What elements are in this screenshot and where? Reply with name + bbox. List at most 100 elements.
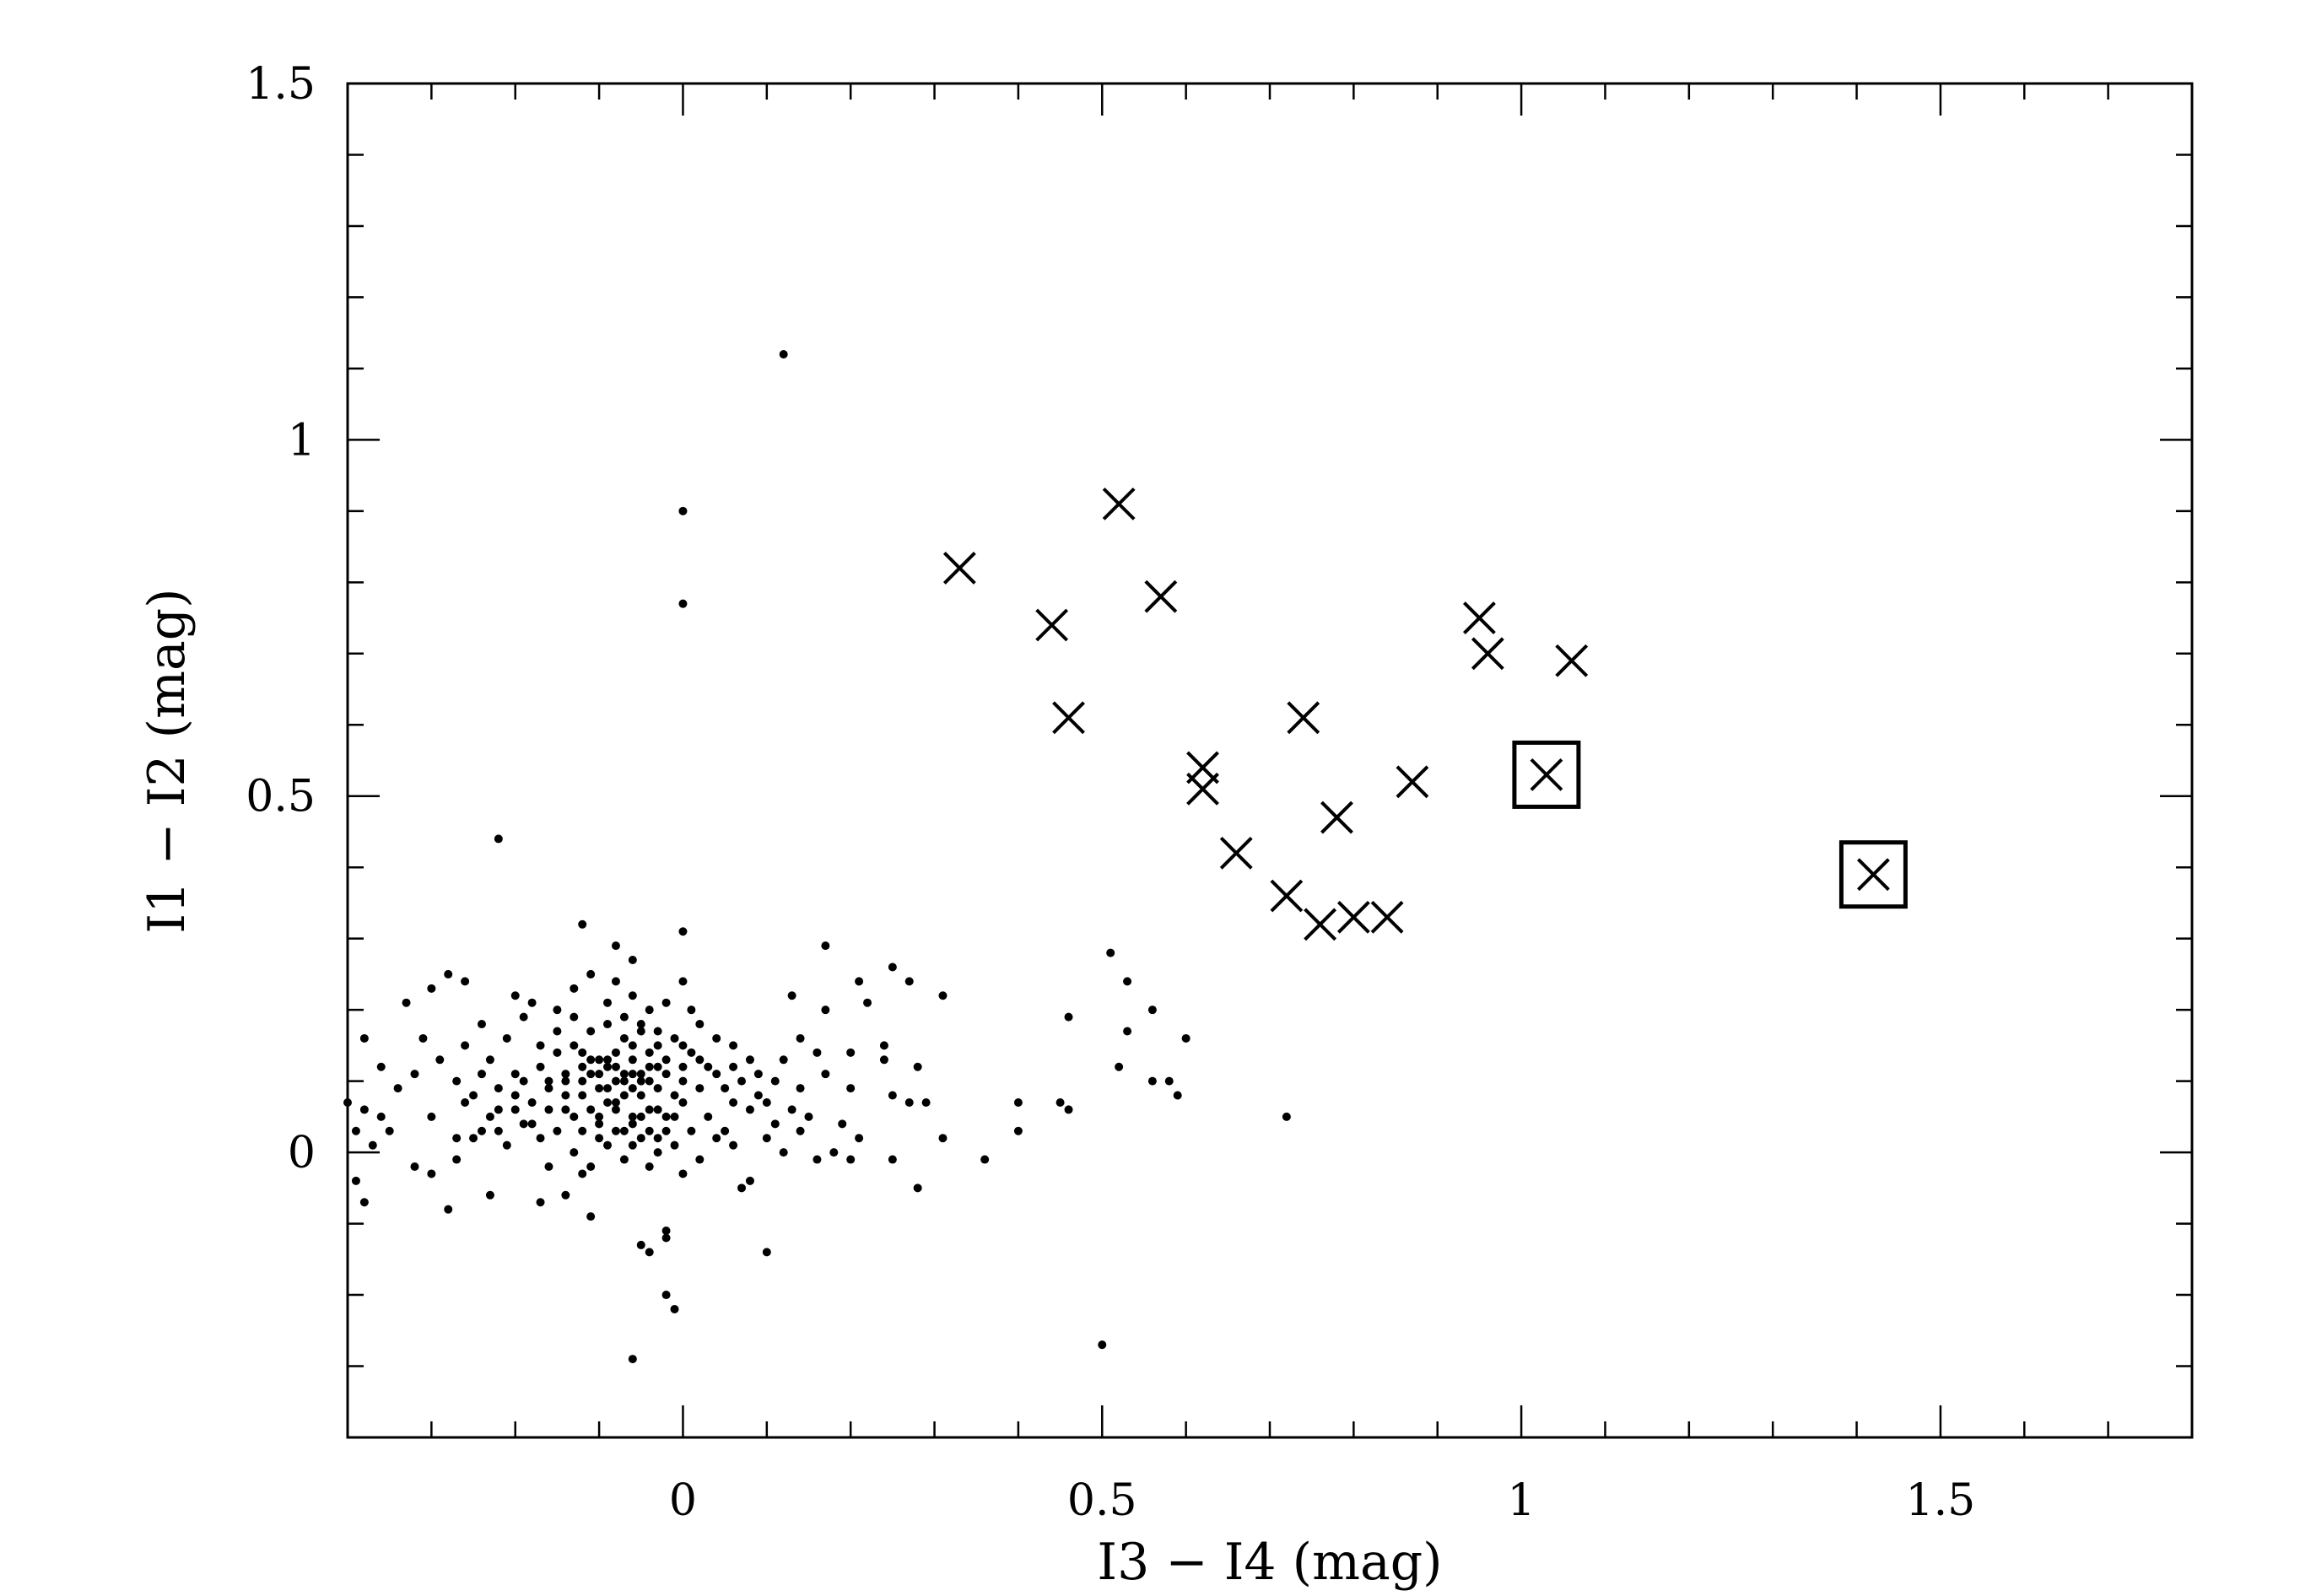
data-point-dot	[578, 1091, 587, 1100]
data-point-dot	[359, 1198, 369, 1207]
data-point-dot	[553, 1006, 562, 1015]
data-point-dot	[595, 1112, 604, 1121]
data-point-dot	[695, 1055, 705, 1065]
data-point-dot	[553, 1048, 562, 1057]
data-point-dot	[653, 1041, 662, 1050]
data-point-dot	[510, 1105, 520, 1114]
data-point-dot	[661, 998, 671, 1007]
data-point-dot	[1013, 1097, 1023, 1107]
data-point-dot	[611, 1076, 620, 1086]
data-point-dot	[1123, 1027, 1132, 1036]
data-point-dot	[721, 1084, 730, 1093]
data-point-dot	[762, 1134, 771, 1143]
data-point-dot	[846, 1155, 856, 1164]
data-point-dot	[544, 1076, 553, 1086]
data-point-dot	[661, 1291, 671, 1300]
data-point-dot	[628, 1355, 637, 1364]
data-point-dot	[1123, 977, 1132, 986]
data-point-dot	[653, 1027, 662, 1036]
data-point-dot	[619, 1070, 629, 1079]
data-point-dot	[821, 941, 830, 951]
data-point-dot	[586, 1055, 596, 1065]
data-point-dot	[469, 1091, 478, 1100]
data-point-dot	[628, 1055, 637, 1065]
data-point-dot	[553, 1027, 562, 1036]
data-point-dot	[753, 1091, 763, 1100]
data-point-dot	[737, 1184, 747, 1193]
data-point-dot	[410, 1162, 419, 1171]
x-tick-label: 1	[1508, 1475, 1536, 1526]
data-point-dot	[359, 1033, 369, 1043]
data-point-dot	[536, 1062, 545, 1071]
data-point-dot	[595, 1084, 604, 1093]
data-point-dot	[561, 1190, 570, 1200]
data-point-dot	[661, 1227, 671, 1236]
data-point-dot	[527, 1119, 537, 1129]
data-point-dot	[938, 991, 948, 1000]
data-point-dot	[636, 1240, 645, 1249]
data-point-dot	[796, 1033, 805, 1043]
y-tick-labels: 0 0.5 1 1.5	[246, 59, 316, 1178]
data-point-dot	[611, 1097, 620, 1107]
data-point-dot	[762, 1097, 771, 1107]
y-tick-label: 0.5	[246, 772, 316, 822]
data-point-dot	[410, 1070, 419, 1079]
data-point-dot	[393, 1084, 402, 1093]
data-point-dot	[653, 1148, 662, 1157]
data-point-dot	[821, 1006, 830, 1015]
data-point-dot	[485, 1055, 494, 1065]
data-point-dot	[729, 1041, 738, 1050]
data-point-dot	[461, 1041, 470, 1050]
data-point-dot	[796, 1084, 805, 1093]
data-point-dot	[603, 1084, 613, 1093]
data-point-dot	[1064, 1105, 1073, 1114]
data-point-dot	[813, 1048, 822, 1057]
data-point-dot	[628, 1112, 637, 1121]
data-point-dot	[595, 1070, 604, 1079]
data-point-dot	[729, 1097, 738, 1107]
data-point-dot	[645, 1162, 654, 1171]
data-point-dot	[729, 1140, 738, 1150]
data-point-dot	[578, 1126, 587, 1135]
data-point-dot	[586, 1105, 596, 1114]
data-point-dot	[536, 1041, 545, 1050]
data-point-dot	[603, 1097, 613, 1107]
data-point-cross	[1471, 637, 1504, 671]
data-point-dot	[846, 1084, 856, 1093]
data-point-dot	[611, 1105, 620, 1114]
data-point-dot	[1173, 1091, 1182, 1100]
data-point-dot	[510, 1070, 520, 1079]
data-point-dot	[527, 1097, 537, 1107]
data-point-dot	[678, 1169, 688, 1178]
data-point-dot	[611, 977, 620, 986]
x-tick-label: 1.5	[1906, 1475, 1976, 1526]
x-tick-label: 0	[669, 1475, 697, 1526]
data-point-dot	[678, 1097, 688, 1107]
data-point-dot	[595, 1134, 604, 1143]
data-point-dot	[821, 1070, 830, 1079]
data-point-dot	[1056, 1097, 1065, 1107]
data-point-dot	[477, 1020, 486, 1029]
data-point-cross	[1396, 765, 1429, 799]
data-point-dot	[510, 1091, 520, 1100]
y-tick-label: 1.5	[246, 59, 316, 110]
data-point-dot	[619, 1076, 629, 1086]
data-point-dot	[796, 1126, 805, 1135]
data-point-cross	[1035, 608, 1069, 642]
data-point-dot	[879, 1055, 888, 1065]
data-point-dot	[586, 969, 596, 979]
data-point-dot	[913, 1062, 922, 1071]
data-point-dot	[804, 1112, 813, 1121]
data-point-cross	[1144, 580, 1178, 613]
data-point-dot	[678, 506, 688, 515]
data-point-cross	[942, 552, 976, 585]
data-point-dot	[670, 1304, 679, 1313]
y-tick-label: 0	[288, 1128, 316, 1178]
data-point-dot	[787, 1105, 796, 1114]
data-point-dot	[536, 1134, 545, 1143]
data-point-dot	[536, 1198, 545, 1207]
data-point-dot	[636, 1070, 645, 1079]
data-point-dot	[661, 1055, 671, 1065]
data-point-dot	[855, 1134, 864, 1143]
data-point-dot	[595, 1119, 604, 1129]
